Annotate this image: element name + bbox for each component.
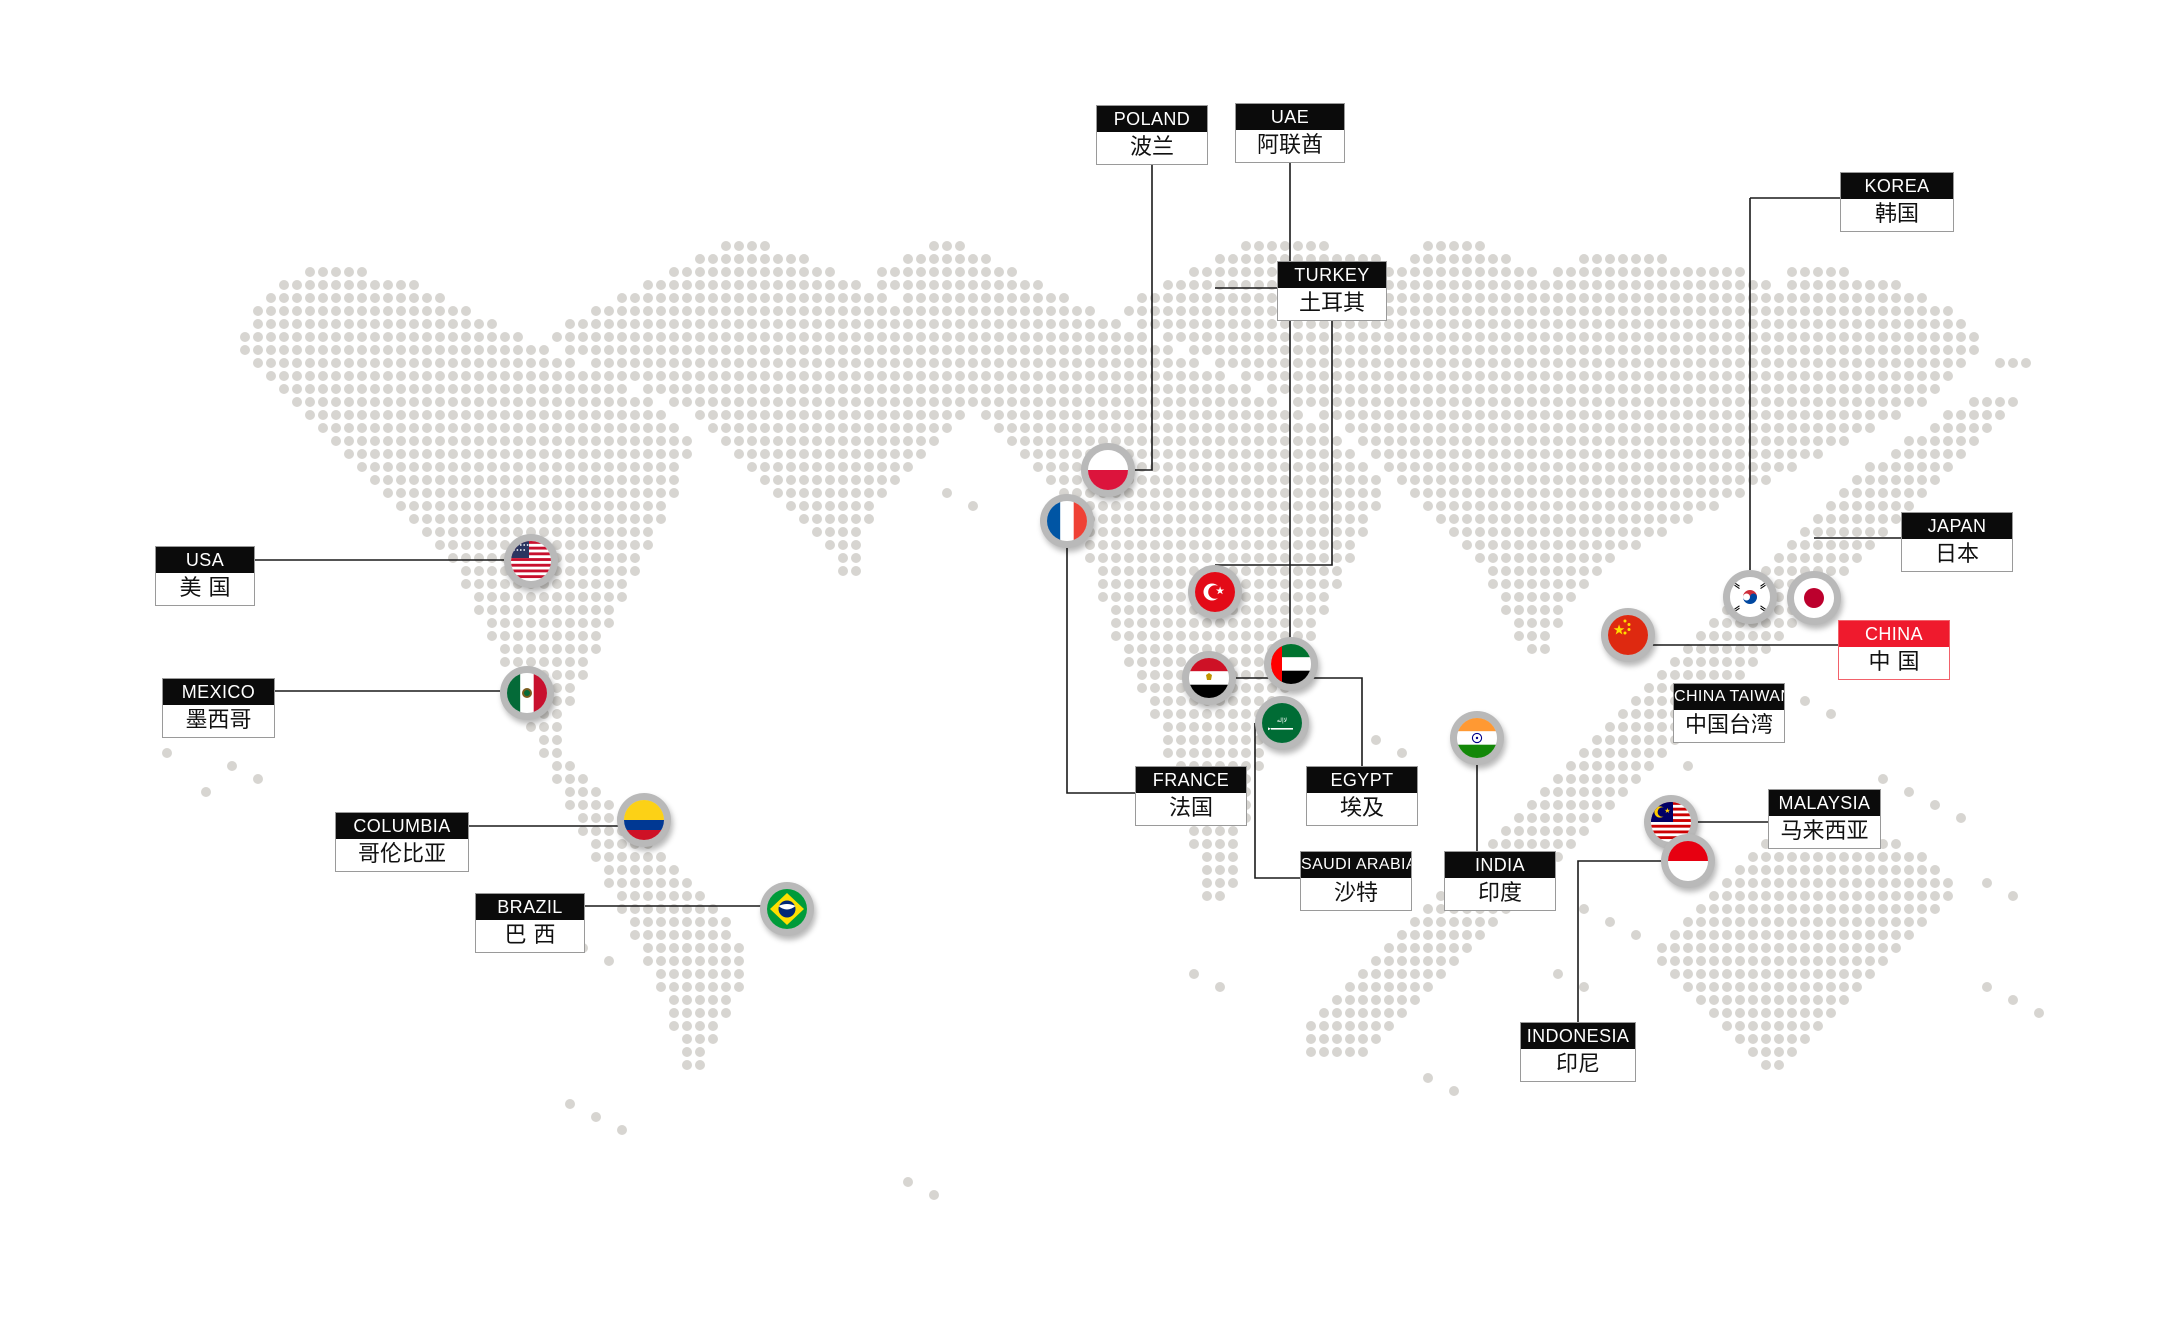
country-label-cn-brazil: 巴 西 [476, 920, 584, 952]
country-label-cn-japan: 日本 [1902, 539, 2012, 571]
flag-marker-mexico[interactable] [500, 666, 554, 720]
country-label-en-korea: KOREA [1841, 173, 1953, 199]
country-label-en-mexico: MEXICO [163, 679, 274, 705]
country-label-korea[interactable]: KOREA 韩国 [1840, 172, 1954, 232]
country-label-en-egypt: EGYPT [1307, 767, 1417, 793]
flag-marker-usa[interactable] [504, 534, 558, 588]
country-label-cn-turkey: 土耳其 [1278, 288, 1386, 320]
columbia-flag [624, 800, 664, 840]
country-label-japan[interactable]: JAPAN 日本 [1901, 512, 2013, 572]
turkey-flag [1195, 572, 1235, 612]
flag-marker-egypt[interactable] [1182, 651, 1236, 705]
flag-marker-france[interactable] [1040, 494, 1094, 548]
flag-marker-korea[interactable] [1723, 570, 1777, 624]
country-label-china[interactable]: CHINA 中 国 [1838, 620, 1950, 680]
poland-flag [1088, 450, 1128, 490]
country-label-en-china: CHINA [1839, 621, 1949, 647]
france-flag [1047, 501, 1087, 541]
flag-marker-brazil[interactable] [760, 882, 814, 936]
country-label-turkey[interactable]: TURKEY 土耳其 [1277, 261, 1387, 321]
svg-text:لاإله: لاإله [1277, 717, 1287, 724]
flag-marker-poland[interactable] [1081, 443, 1135, 497]
country-label-cn-columbia: 哥伦比亚 [336, 839, 468, 871]
country-label-cn-saudi-arabia: 沙特 [1301, 878, 1411, 910]
country-label-cn-france: 法国 [1136, 793, 1246, 825]
country-label-columbia[interactable]: COLUMBIA 哥伦比亚 [335, 812, 469, 872]
flag-marker-uae[interactable] [1264, 637, 1318, 691]
country-label-cn-korea: 韩国 [1841, 199, 1953, 231]
country-label-cn-egypt: 埃及 [1307, 793, 1417, 825]
flag-marker-china[interactable] [1601, 608, 1655, 662]
korea-flag [1730, 577, 1770, 617]
country-label-cn-china-taiwan: 中国台湾 [1674, 710, 1784, 742]
country-label-uae[interactable]: UAE 阿联酋 [1235, 103, 1345, 163]
saudi-arabia-flag: لاإله [1262, 703, 1302, 743]
uae-flag [1271, 644, 1311, 684]
country-label-en-indonesia: INDONESIA [1521, 1023, 1635, 1049]
country-label-cn-usa: 美 国 [156, 573, 254, 605]
country-label-mexico[interactable]: MEXICO 墨西哥 [162, 678, 275, 738]
country-label-malaysia[interactable]: MALAYSIA 马来西亚 [1768, 789, 1881, 849]
country-label-cn-china: 中 国 [1839, 647, 1949, 679]
country-label-en-saudi-arabia: SAUDI ARABIA [1301, 852, 1411, 878]
country-label-cn-poland: 波兰 [1097, 132, 1207, 164]
egypt-flag [1189, 658, 1229, 698]
country-label-en-malaysia: MALAYSIA [1769, 790, 1880, 816]
japan-flag [1794, 578, 1834, 618]
country-label-en-turkey: TURKEY [1278, 262, 1386, 288]
mexico-flag [507, 673, 547, 713]
country-label-cn-indonesia: 印尼 [1521, 1049, 1635, 1081]
country-label-en-poland: POLAND [1097, 106, 1207, 132]
country-label-en-france: FRANCE [1136, 767, 1246, 793]
country-label-en-china-taiwan: CHINA TAIWAN [1674, 684, 1784, 710]
brazil-flag [767, 889, 807, 929]
country-label-en-japan: JAPAN [1902, 513, 2012, 539]
country-label-en-usa: USA [156, 547, 254, 573]
flag-marker-turkey[interactable] [1188, 565, 1242, 619]
country-label-en-columbia: COLUMBIA [336, 813, 468, 839]
country-label-china-taiwan[interactable]: CHINA TAIWAN 中国台湾 [1673, 683, 1785, 743]
country-label-saudi-arabia[interactable]: SAUDI ARABIA 沙特 [1300, 851, 1412, 911]
country-label-france[interactable]: FRANCE 法国 [1135, 766, 1247, 826]
usa-flag [511, 541, 551, 581]
country-label-usa[interactable]: USA 美 国 [155, 546, 255, 606]
country-label-poland[interactable]: POLAND 波兰 [1096, 105, 1208, 165]
flag-marker-indonesia[interactable] [1661, 834, 1715, 888]
country-label-en-india: INDIA [1445, 852, 1555, 878]
country-label-indonesia[interactable]: INDONESIA 印尼 [1520, 1022, 1636, 1082]
flag-marker-saudi-arabia[interactable]: لاإله [1255, 696, 1309, 750]
country-label-cn-malaysia: 马来西亚 [1769, 816, 1880, 848]
india-flag [1457, 718, 1497, 758]
indonesia-flag [1668, 841, 1708, 881]
country-label-cn-india: 印度 [1445, 878, 1555, 910]
country-label-india[interactable]: INDIA 印度 [1444, 851, 1556, 911]
country-label-brazil[interactable]: BRAZIL 巴 西 [475, 893, 585, 953]
country-label-en-brazil: BRAZIL [476, 894, 584, 920]
country-label-egypt[interactable]: EGYPT 埃及 [1306, 766, 1418, 826]
flag-marker-columbia[interactable] [617, 793, 671, 847]
country-label-cn-mexico: 墨西哥 [163, 705, 274, 737]
china-flag [1608, 615, 1648, 655]
flag-marker-japan[interactable] [1787, 571, 1841, 625]
country-label-en-uae: UAE [1236, 104, 1344, 130]
country-label-cn-uae: 阿联酋 [1236, 130, 1344, 162]
flag-marker-india[interactable] [1450, 711, 1504, 765]
